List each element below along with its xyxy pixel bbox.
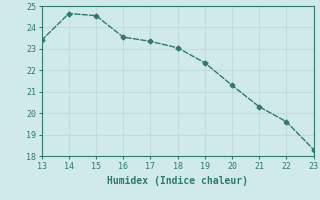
X-axis label: Humidex (Indice chaleur): Humidex (Indice chaleur) bbox=[107, 176, 248, 186]
